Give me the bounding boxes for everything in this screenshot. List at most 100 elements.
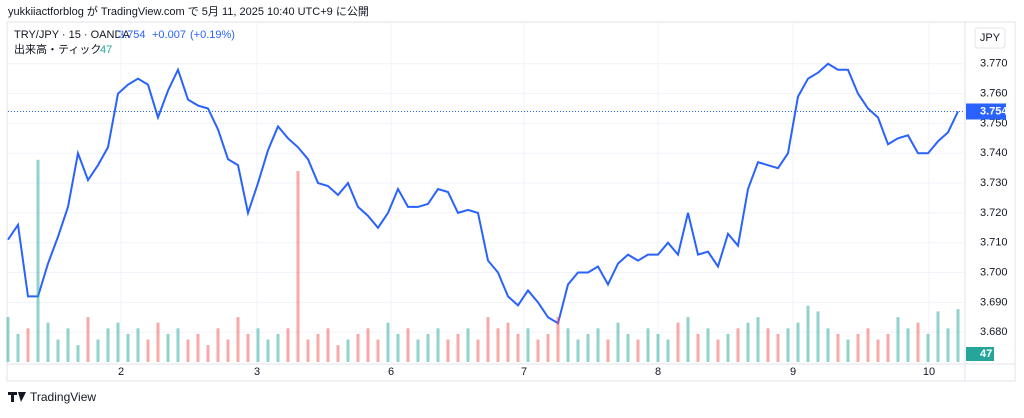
x-tick-label: 6	[388, 366, 394, 378]
volume-bar	[776, 333, 780, 362]
volume-bar	[636, 339, 640, 362]
volume-bar	[206, 345, 210, 362]
volume-bar	[436, 328, 440, 362]
volume-bar	[466, 328, 470, 362]
volume-bar	[936, 311, 940, 362]
volume-bar	[306, 339, 310, 362]
volume-bar	[226, 339, 230, 362]
volume-bar	[906, 328, 910, 362]
volume-bar	[836, 333, 840, 362]
price-badge-label: 3.754	[980, 105, 1008, 117]
volume-bar	[876, 339, 880, 362]
published-note: yukkiiactforblog が TradingView.com で 5月 …	[8, 4, 369, 18]
volume-bar	[176, 328, 180, 362]
volume-bar	[386, 322, 390, 362]
y-tick-label: 3.740	[980, 147, 1008, 159]
volume-bar	[296, 171, 300, 362]
volume-bar	[356, 333, 360, 362]
y-tick-label: 3.700	[980, 266, 1008, 278]
volume-bar	[476, 339, 480, 362]
volume-bar	[726, 333, 730, 362]
volume-bar	[256, 328, 260, 362]
volume-bar	[796, 322, 800, 362]
y-tick-label: 3.730	[980, 177, 1008, 189]
volume-bar	[886, 333, 890, 362]
volume-bar	[926, 333, 930, 362]
volume-bar	[746, 322, 750, 362]
volume-bar	[136, 328, 140, 362]
volume-bar	[576, 339, 580, 362]
volume-bar	[846, 339, 850, 362]
volume-bar	[716, 339, 720, 362]
change: +0.007	[152, 29, 186, 41]
volume-bar	[516, 333, 520, 362]
x-tick-label: 3	[254, 366, 260, 378]
volume-bar	[156, 322, 160, 362]
volume-bar	[676, 322, 680, 362]
volume-title: 出来高・ティック	[14, 42, 101, 56]
volume-bar	[766, 328, 770, 362]
volume-bar	[6, 317, 10, 362]
volume-bar	[866, 328, 870, 362]
volume-bar	[816, 311, 820, 362]
price-badge	[966, 103, 1006, 120]
x-tick-label: 2	[118, 366, 124, 378]
symbol: TRY/JPY · 15 · OANDA	[14, 29, 130, 41]
volume-bar	[16, 333, 20, 362]
volume-badge-label: 47	[980, 348, 992, 360]
volume-bar	[286, 328, 290, 362]
brand-logo	[8, 392, 26, 402]
volume-bar	[326, 328, 330, 362]
volume-bar	[316, 333, 320, 362]
volume-bar	[446, 339, 450, 362]
volume-bar	[126, 333, 130, 362]
brand: TradingView	[30, 390, 96, 404]
volume-value: 47	[100, 44, 112, 56]
volume-bar	[646, 328, 650, 362]
volume-bar	[506, 322, 510, 362]
volume-bar	[686, 317, 690, 362]
last-price: 3.754	[118, 29, 146, 41]
volume-bar	[806, 305, 810, 362]
volume-bar	[546, 333, 550, 362]
volume-bar	[896, 317, 900, 362]
volume-bar	[596, 328, 600, 362]
volume-bar	[556, 317, 560, 362]
volume-bar	[116, 322, 120, 362]
volume-bar	[406, 328, 410, 362]
volume-bar	[166, 333, 170, 362]
volume-bar	[786, 328, 790, 362]
volume-bar	[376, 339, 380, 362]
volume-bar	[366, 328, 370, 362]
volume-bar	[236, 317, 240, 362]
currency-button[interactable]	[974, 27, 1006, 49]
volume-bar	[76, 345, 80, 362]
volume-bar	[96, 339, 100, 362]
volume-bar	[606, 339, 610, 362]
y-tick-label: 3.750	[980, 117, 1008, 129]
volume-bar	[426, 333, 430, 362]
x-tick-label: 7	[521, 366, 527, 378]
volume-bar	[536, 339, 540, 362]
x-tick-label: 10	[923, 366, 935, 378]
y-tick-label: 3.770	[980, 58, 1008, 70]
y-tick-label: 3.720	[980, 207, 1008, 219]
volume-bar	[486, 317, 490, 362]
volume-badge	[966, 347, 994, 361]
volume-bar	[346, 339, 350, 362]
volume-bar	[456, 333, 460, 362]
y-tick-label: 3.760	[980, 87, 1008, 99]
volume-bar	[706, 328, 710, 362]
volume-bar	[36, 159, 40, 362]
volume-bar	[496, 328, 500, 362]
change-pct: (+0.19%)	[190, 29, 235, 41]
volume-bar	[186, 339, 190, 362]
volume-bar	[46, 322, 50, 362]
volume-bar	[666, 339, 670, 362]
volume-bar	[826, 328, 830, 362]
y-tick-label: 3.710	[980, 237, 1008, 249]
currency[interactable]: JPY	[980, 32, 1001, 44]
volume-bar	[946, 328, 950, 362]
